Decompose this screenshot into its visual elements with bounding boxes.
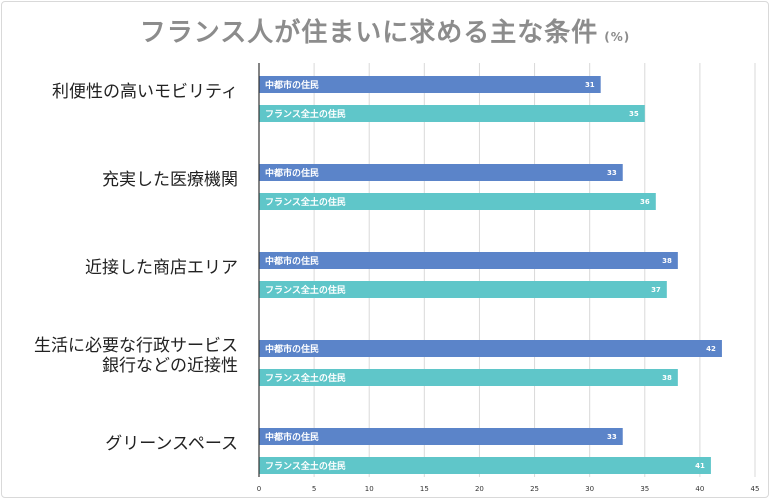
x-tick-label: 45 — [751, 485, 760, 493]
x-tick-label: 20 — [475, 485, 484, 493]
bar — [259, 340, 722, 357]
x-tick-label: 5 — [312, 485, 316, 493]
x-tick-label: 10 — [365, 485, 374, 493]
bar — [259, 428, 623, 445]
category-label: 生活に必要な行政サービス — [34, 336, 238, 356]
x-tick-label: 35 — [640, 485, 649, 493]
category-label: 充実した医療機関 — [102, 170, 238, 190]
x-tick-label: 30 — [585, 485, 594, 493]
gridlines — [313, 63, 756, 477]
bar-value-label: 38 — [662, 257, 672, 265]
bar — [259, 105, 645, 122]
bars: 中都市の住民 31 フランス全土の住民 35 中都市の住民 33 フランス全土の住民 36 中都… — [259, 76, 722, 474]
bar-value-label: 36 — [640, 198, 650, 206]
bar — [259, 457, 711, 474]
category-label: 近接した商店エリア — [85, 258, 238, 278]
bar-value-label: 35 — [629, 110, 639, 118]
bar-value-label: 31 — [585, 81, 595, 89]
x-tick-label: 40 — [695, 485, 704, 493]
bar-series-label: フランス全土の住民 — [265, 108, 346, 120]
bar-series-label: 中都市の住民 — [265, 343, 319, 355]
bar — [259, 164, 623, 181]
bar-value-label: 42 — [706, 345, 716, 353]
chart-title-text: フランス人が住まいに求める主な条件 — [139, 18, 599, 48]
bar-value-label: 33 — [607, 169, 617, 177]
bar-series-label: 中都市の住民 — [265, 255, 319, 267]
x-axis-ticks: 0 5 10 15 20 25 30 35 40 45 — [257, 485, 760, 493]
bar-series-label: 中都市の住民 — [265, 431, 319, 443]
bar-value-label: 41 — [695, 462, 705, 470]
x-tick-label: 15 — [420, 485, 429, 493]
bar — [259, 369, 678, 386]
category-labels: 利便性の高いモビリティ充実した医療機関近接した商店エリア生活に必要な行政サービス… — [34, 82, 238, 454]
chart-unit-label: (%) — [604, 30, 631, 44]
bar-series-label: フランス全土の住民 — [265, 284, 346, 296]
bar-value-label: 37 — [651, 286, 661, 294]
chart-title: フランス人が住まいに求める主な条件 (%) — [0, 12, 770, 49]
bar — [259, 76, 601, 93]
x-tick-label: 25 — [530, 485, 539, 493]
bar-value-label: 33 — [607, 433, 617, 441]
bar — [259, 193, 656, 210]
bar — [259, 281, 667, 298]
bar-series-label: フランス全土の住民 — [265, 372, 346, 384]
x-tick-label: 0 — [257, 485, 261, 493]
category-label: 銀行などの近接性 — [102, 356, 238, 376]
category-label: 利便性の高いモビリティ — [52, 82, 238, 102]
bar-series-label: フランス全土の住民 — [265, 460, 346, 472]
bar — [259, 252, 678, 269]
bar-series-label: フランス全土の住民 — [265, 196, 346, 208]
category-label: グリーンスペース — [105, 434, 238, 454]
bar-series-label: 中都市の住民 — [265, 79, 319, 91]
bar-value-label: 38 — [662, 374, 672, 382]
bar-series-label: 中都市の住民 — [265, 167, 319, 179]
